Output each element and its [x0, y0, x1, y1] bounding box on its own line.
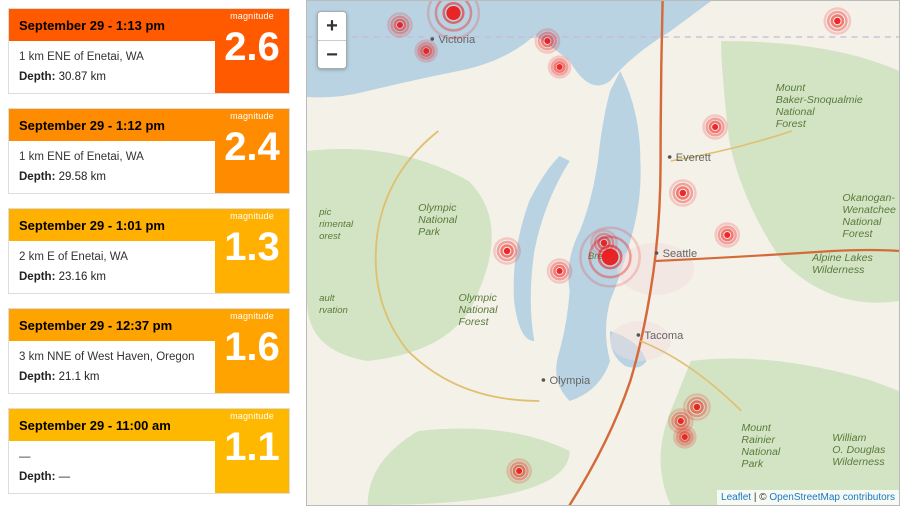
- magnitude-label: magnitude: [230, 312, 274, 321]
- magnitude-box: magnitude 2.4: [215, 109, 289, 193]
- svg-text:Forest: Forest: [459, 316, 490, 328]
- svg-text:Olympia: Olympia: [549, 375, 591, 387]
- app: September 29 - 1:13 pmmagnitude2.61 km E…: [0, 0, 900, 506]
- svg-text:Forest: Forest: [776, 118, 807, 130]
- svg-text:Wenatchee: Wenatchee: [842, 204, 896, 216]
- svg-text:Wilderness: Wilderness: [832, 456, 885, 468]
- svg-text:Tacoma: Tacoma: [644, 330, 684, 342]
- map-attribution: Leaflet | © OpenStreetMap contributors: [717, 490, 899, 505]
- zoom-out-button[interactable]: −: [318, 40, 346, 68]
- earthquake-card[interactable]: September 29 - 1:13 pmmagnitude2.61 km E…: [8, 8, 290, 94]
- svg-text:Alpine Lakes: Alpine Lakes: [811, 252, 873, 264]
- svg-text:Okanogan-: Okanogan-: [842, 192, 895, 204]
- svg-text:Rainier: Rainier: [741, 434, 775, 446]
- svg-text:National: National: [418, 214, 458, 226]
- depth-label: Depth:: [19, 271, 59, 283]
- magnitude-value: 2.4: [224, 123, 280, 171]
- earthquake-card[interactable]: September 29 - 11:00 am magnitude 1.1 —Dept…: [8, 408, 290, 494]
- svg-text:Mount: Mount: [776, 82, 807, 94]
- earthquake-list[interactable]: September 29 - 1:13 pmmagnitude2.61 km E…: [0, 0, 296, 506]
- event-datetime: September 29 - 11:00 am: [9, 409, 215, 441]
- depth-label: Depth:: [19, 171, 59, 183]
- earthquake-card[interactable]: September 29 - 1:12 pmmagnitude2.41 km E…: [8, 108, 290, 194]
- zoom-control: + −: [317, 11, 347, 69]
- depth-label: Depth:: [19, 371, 59, 383]
- magnitude-label: magnitude: [230, 112, 274, 121]
- event-datetime: September 29 - 1:13 pm: [9, 9, 215, 41]
- depth-value: —: [59, 471, 71, 483]
- event-datetime: September 29 - 1:12 pm: [9, 109, 215, 141]
- svg-text:Park: Park: [418, 226, 441, 238]
- svg-text:Olympic: Olympic: [459, 292, 498, 304]
- svg-text:Wilderness: Wilderness: [812, 264, 865, 276]
- svg-text:ault: ault: [319, 293, 335, 304]
- svg-text:Everett: Everett: [676, 152, 711, 164]
- magnitude-label: magnitude: [230, 412, 274, 421]
- svg-text:National: National: [459, 304, 499, 316]
- svg-text:National: National: [741, 446, 781, 458]
- magnitude-box: magnitude 1.1: [215, 409, 289, 493]
- svg-text:rimental: rimental: [319, 219, 354, 230]
- depth-value: 23.16 km: [59, 271, 106, 283]
- svg-text:O. Douglas: O. Douglas: [832, 444, 886, 456]
- depth-label: Depth:: [19, 471, 59, 483]
- magnitude-value: 2.6: [224, 23, 280, 71]
- earthquake-card[interactable]: September 29 - 12:37 pmmagnitude1.63 km …: [8, 308, 290, 394]
- svg-text:Park: Park: [741, 458, 764, 470]
- event-datetime: September 29 - 12:37 pm: [9, 309, 215, 341]
- svg-text:National: National: [842, 216, 882, 228]
- magnitude-box: magnitude 1.6: [215, 309, 289, 393]
- leaflet-link[interactable]: Leaflet: [721, 492, 751, 503]
- svg-text:orest: orest: [319, 231, 341, 242]
- depth-value: 30.87 km: [59, 71, 106, 83]
- osm-link[interactable]: OpenStreetMap contributors: [769, 492, 895, 503]
- magnitude-label: magnitude: [230, 12, 274, 21]
- depth-label: Depth:: [19, 71, 59, 83]
- zoom-in-button[interactable]: +: [318, 12, 346, 40]
- svg-text:National: National: [776, 106, 816, 118]
- earthquake-card[interactable]: September 29 - 1:01 pmmagnitude1.32 km E…: [8, 208, 290, 294]
- magnitude-value: 1.3: [224, 223, 280, 271]
- svg-text:Olympic: Olympic: [418, 202, 457, 214]
- magnitude-value: 1.6: [224, 323, 280, 371]
- magnitude-label: magnitude: [230, 212, 274, 221]
- svg-text:Seattle: Seattle: [663, 248, 698, 260]
- magnitude-box: magnitude 2.6: [215, 9, 289, 93]
- event-datetime: September 29 - 1:01 pm: [9, 209, 215, 241]
- magnitude-box: magnitude 1.3: [215, 209, 289, 293]
- depth-value: 29.58 km: [59, 171, 106, 183]
- svg-text:William: William: [832, 432, 866, 444]
- svg-text:Forest: Forest: [842, 228, 873, 240]
- map[interactable]: VictoriaEverettSeattleTacomaOlympiaOlymp…: [306, 0, 900, 506]
- svg-text:rvation: rvation: [319, 305, 348, 316]
- svg-text:Baker-Snoqualmie: Baker-Snoqualmie: [776, 94, 863, 106]
- magnitude-value: 1.1: [224, 423, 280, 471]
- depth-value: 21.1 km: [59, 371, 100, 383]
- svg-text:pic: pic: [318, 207, 331, 218]
- attr-sep: | ©: [751, 492, 769, 503]
- map-canvas: VictoriaEverettSeattleTacomaOlympiaOlymp…: [307, 1, 899, 505]
- svg-text:Mount: Mount: [741, 422, 772, 434]
